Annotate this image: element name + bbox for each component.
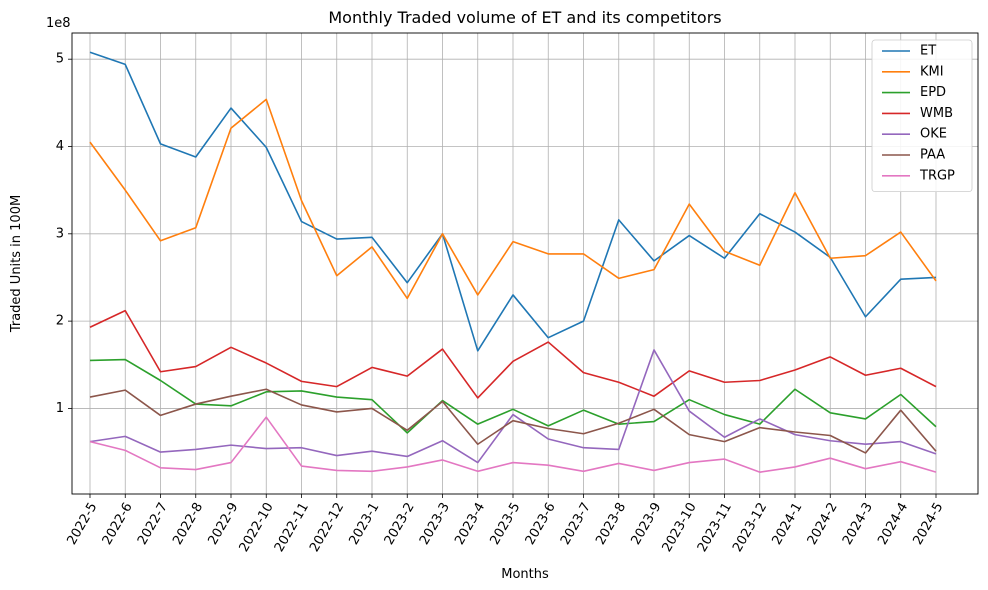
y-axis-label: Traded Units in 100M	[9, 195, 24, 333]
legend-box	[871, 39, 973, 193]
legend-label-oke: OKE	[920, 127, 947, 142]
y-tick-label: 4	[56, 139, 64, 154]
chart-title: Monthly Traded volume of ET and its comp…	[328, 8, 721, 27]
legend: ET KMI EPD WMB OKE PAA TRGP	[871, 39, 973, 193]
y-axis-offset-label: 1e8	[46, 16, 71, 31]
plot-frame	[71, 32, 979, 495]
legend-label-paa: PAA	[920, 148, 945, 163]
legend-label-epd: EPD	[920, 85, 946, 100]
series-line-kmi	[89, 98, 937, 300]
series-line-epd	[89, 358, 937, 434]
series-line-et	[89, 51, 937, 352]
series-line-trgp	[89, 416, 937, 473]
legend-label-kmi: KMI	[920, 64, 944, 79]
legend-label-trgp: TRGP	[919, 168, 955, 183]
y-tick-label: 3	[56, 226, 64, 241]
y-tick-label: 5	[56, 52, 64, 67]
x-axis-label: Months	[501, 567, 549, 582]
series-line-paa	[89, 388, 937, 454]
y-axis: 1 2 3 4 5	[56, 52, 72, 416]
y-tick-label: 1	[56, 401, 64, 416]
legend-label-et: ET	[920, 44, 936, 59]
series-line-wmb	[89, 309, 937, 399]
series-line-oke	[89, 349, 937, 464]
grid	[72, 33, 978, 494]
series-lines	[89, 51, 937, 473]
legend-label-wmb: WMB	[920, 106, 953, 121]
y-tick-label: 2	[56, 314, 64, 329]
